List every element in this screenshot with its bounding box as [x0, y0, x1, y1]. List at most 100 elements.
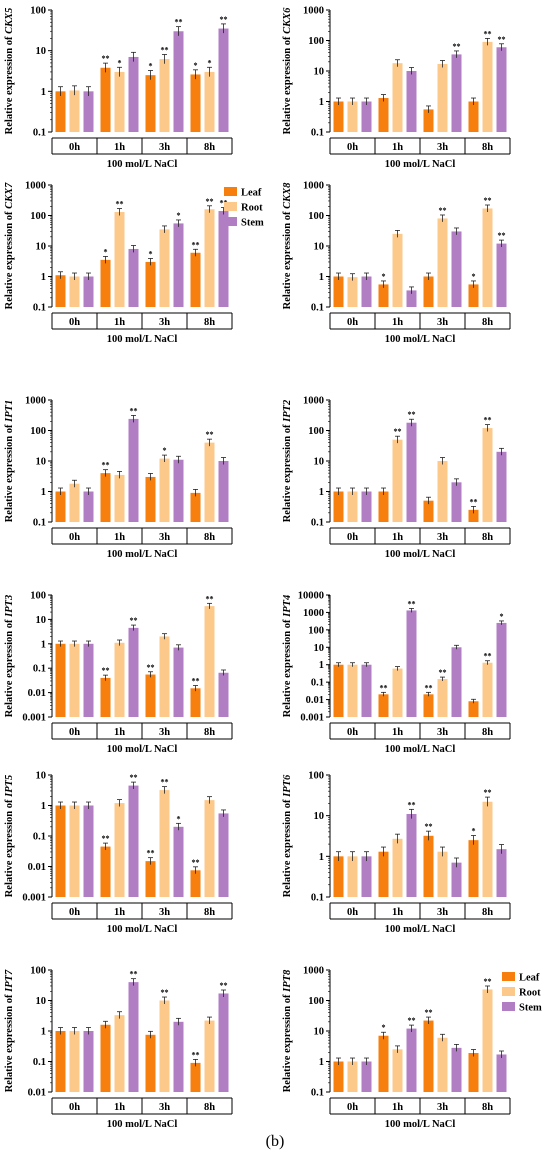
chart-panel-ipt1: 0.1 1 10 100 1000 Relative expression of IPT1… [4, 396, 233, 560]
significance-mark: * [382, 272, 386, 281]
x-category-label: 1h [114, 907, 125, 918]
significance-mark: ** [484, 977, 492, 986]
y-tick-label: 0.1 [33, 128, 46, 139]
x-category-label: 3h [159, 317, 170, 328]
bar-leaf [190, 492, 201, 522]
x-category-label: 0h [69, 532, 80, 543]
significance-mark: ** [394, 427, 402, 436]
significance-mark: ** [408, 599, 416, 608]
y-tick-label: 10 [314, 811, 325, 822]
significance-mark: * [194, 61, 198, 70]
bar-root [347, 277, 358, 307]
bar-leaf [100, 677, 111, 717]
significance-mark: ** [102, 54, 110, 63]
y-axis-label: Relative expression of CKX6 [282, 7, 293, 134]
bar-leaf [333, 856, 344, 897]
x-category-label: 3h [437, 142, 448, 153]
y-tick-label: 100 [308, 426, 324, 437]
x-category-label: 1h [392, 1102, 403, 1113]
bar-stem [361, 1061, 372, 1092]
x-category-label: 3h [437, 1102, 448, 1113]
significance-mark: ** [484, 29, 492, 38]
y-tick-label: 0.1 [311, 1088, 324, 1099]
y-tick-label: 0.1 [33, 664, 46, 675]
y-tick-label: 0.1 [311, 303, 324, 314]
significance-mark: ** [425, 683, 433, 692]
significance-mark: ** [484, 652, 492, 661]
significance-mark: ** [453, 42, 461, 51]
bar-leaf [190, 74, 201, 132]
y-tick-label: 1 [319, 660, 324, 671]
bar-leaf [100, 473, 111, 522]
bar-leaf [378, 851, 389, 897]
bar-root [437, 851, 448, 897]
significance-mark: ** [206, 197, 214, 206]
y-axis-label: Relative expression of CKX7 [4, 182, 15, 309]
figure-caption: (b) [265, 1133, 285, 1150]
x-category-label: 0h [347, 532, 358, 543]
significance-mark: ** [425, 1008, 433, 1017]
y-tick-label: 1 [319, 852, 324, 863]
bar-leaf [333, 1061, 344, 1092]
y-tick-label: 10 [314, 1027, 325, 1038]
bar-root [437, 1037, 448, 1092]
significance-mark: * [500, 612, 504, 621]
bar-root [159, 229, 170, 307]
x-category-label: 0h [347, 317, 358, 328]
y-axis-label: Relative expression of IPT6 [282, 774, 293, 897]
significance-mark: ** [147, 849, 155, 858]
x-category-label: 8h [204, 907, 215, 918]
legend-label: Stem [519, 1003, 542, 1014]
x-category-label: 8h [204, 532, 215, 543]
x-category-label: 8h [482, 907, 493, 918]
x-category-label: 8h [482, 1102, 493, 1113]
significance-mark: ** [102, 461, 110, 470]
significance-mark: ** [102, 834, 110, 843]
y-tick-label: 0.01 [306, 695, 324, 706]
x-category-label: 0h [69, 317, 80, 328]
significance-mark: ** [408, 800, 416, 809]
y-axis-label: Relative expression of IPT8 [282, 969, 293, 1092]
legend-label: Root [241, 203, 263, 214]
bar-root [347, 491, 358, 522]
y-tick-label: 0.001 [22, 893, 46, 904]
bar-stem [173, 1021, 184, 1092]
bar-root [482, 208, 493, 307]
bar-leaf [468, 840, 479, 897]
significance-mark: ** [484, 788, 492, 797]
x-category-label: 1h [114, 317, 125, 328]
bar-stem [496, 622, 507, 717]
y-tick-label: 0.1 [33, 518, 46, 529]
x-category-label: 0h [347, 142, 358, 153]
x-category-label: 3h [159, 532, 170, 543]
x-axis-label: 100 mol/L NaCl [385, 549, 456, 560]
chart-panel-ipt2: 0.1 1 10 100 1000 Relative expression of IPT2… [282, 396, 511, 560]
y-tick-label: 10 [36, 771, 47, 782]
bar-root [159, 59, 170, 132]
bar-stem [173, 826, 184, 897]
y-tick-label: 100 [308, 211, 324, 222]
x-category-label: 8h [482, 532, 493, 543]
bar-stem [218, 813, 229, 897]
bar-stem [218, 672, 229, 717]
significance-mark: ** [147, 663, 155, 672]
bar-leaf [55, 91, 66, 132]
bar-leaf [55, 275, 66, 307]
bar-leaf [423, 276, 434, 307]
bar-root [69, 483, 80, 522]
chart-panel-ipt5: 0.001 0.01 0.1 1 10 Relative expression of IP… [4, 771, 233, 935]
y-tick-label: 100 [30, 426, 46, 437]
x-category-label: 3h [159, 907, 170, 918]
x-category-label: 3h [159, 1102, 170, 1113]
y-tick-label: 0.1 [311, 678, 324, 689]
significance-mark: ** [425, 822, 433, 831]
y-tick-label: 0.1 [311, 128, 324, 139]
bar-stem [361, 856, 372, 897]
y-axis-label-prefix: Relative expression of [282, 617, 293, 717]
significance-mark: * [149, 249, 153, 258]
x-axis-label: 100 mol/L NaCl [385, 159, 456, 170]
bar-stem [83, 276, 94, 307]
significance-mark: ** [192, 858, 200, 867]
